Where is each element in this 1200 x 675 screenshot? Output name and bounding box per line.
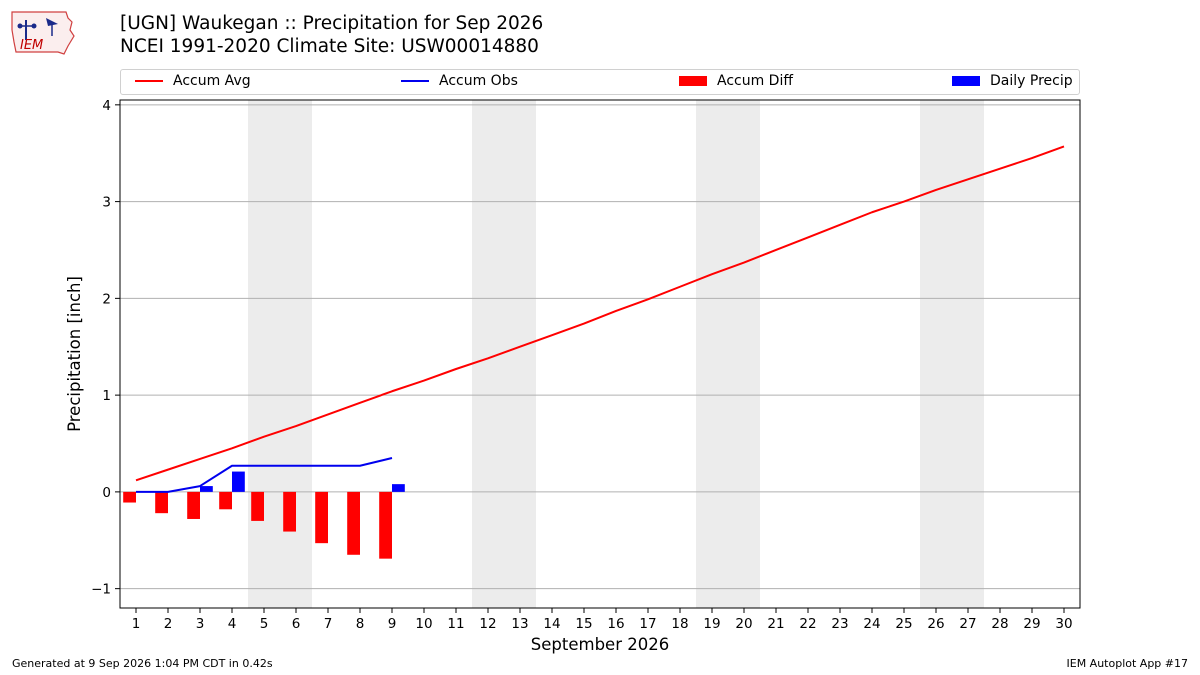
accum-diff-bar (283, 491, 296, 532)
x-tick-label: 4 (228, 616, 237, 632)
x-tick-label: 13 (511, 616, 528, 632)
legend-swatch-accum-avg (135, 80, 163, 82)
legend-item-accum-diff: Accum Diff (679, 73, 793, 89)
x-tick-label: 6 (292, 616, 301, 632)
y-tick-label: −1 (91, 582, 111, 598)
x-tick-label: 10 (415, 616, 432, 632)
accum-avg-line (135, 145, 1065, 482)
accum-diff-bar (187, 491, 200, 519)
x-tick-label: 18 (671, 616, 688, 632)
x-tick-label: 28 (991, 616, 1008, 632)
legend-item-accum-avg: Accum Avg (135, 73, 251, 89)
daily-precip-bar (392, 484, 405, 492)
x-tick-label: 16 (607, 616, 624, 632)
legend-swatch-accum-obs (401, 80, 429, 82)
plot-frame (119, 99, 1081, 609)
x-tick-label: 21 (767, 616, 784, 632)
accum-diff-bar (219, 491, 232, 510)
x-tick-label: 5 (260, 616, 269, 632)
legend-label-daily-precip: Daily Precip (990, 73, 1073, 89)
y-axis-label: Precipitation [inch] (65, 276, 84, 432)
x-tick-label: 3 (196, 616, 205, 632)
x-tick-label: 7 (324, 616, 333, 632)
accum-diff-bar (347, 491, 360, 555)
x-tick-label: 8 (356, 616, 365, 632)
y-tick-label: 4 (102, 98, 111, 114)
x-tick-label: 2 (164, 616, 173, 632)
x-tick-label: 25 (895, 616, 912, 632)
y-tick-label: 1 (102, 388, 111, 404)
logo-text: IEM (20, 38, 43, 53)
legend-label-accum-avg: Accum Avg (173, 73, 251, 89)
accum-diff-bar (251, 491, 264, 521)
weekend-band (696, 100, 760, 608)
x-tick-label: 9 (388, 616, 397, 632)
weekend-band (472, 100, 536, 608)
legend-swatch-accum-diff (679, 76, 707, 86)
x-tick-label: 22 (799, 616, 816, 632)
x-tick-label: 11 (447, 616, 464, 632)
x-tick-label: 23 (831, 616, 848, 632)
x-tick-label: 20 (735, 616, 752, 632)
x-tick-label: 26 (927, 616, 944, 632)
x-tick-label: 12 (479, 616, 496, 632)
accum-diff-bar (155, 491, 168, 514)
legend-swatch-daily-precip (952, 76, 980, 86)
x-tick-label: 14 (543, 616, 560, 632)
title-line-1: [UGN] Waukegan :: Precipitation for Sep … (120, 13, 544, 34)
x-axis-label: September 2026 (531, 635, 669, 654)
accum-obs-line (136, 457, 393, 493)
daily-precip-bar (232, 471, 245, 492)
legend-item-daily-precip: Daily Precip (952, 73, 1073, 89)
weekend-band (248, 100, 312, 608)
x-tick-label: 27 (959, 616, 976, 632)
legend-item-accum-obs: Accum Obs (401, 73, 518, 89)
iem-logo: IEM (11, 11, 75, 55)
legend: Accum Avg Accum Obs Accum Diff Daily Pre… (120, 69, 1080, 95)
legend-label-accum-diff: Accum Diff (717, 73, 794, 89)
legend-label-accum-obs: Accum Obs (439, 73, 518, 89)
generated-timestamp: Generated at 9 Sep 2026 1:04 PM CDT in 0… (12, 657, 273, 670)
chart-title: [UGN] Waukegan :: Precipitation for Sep … (120, 12, 543, 58)
x-tick-label: 1 (132, 616, 141, 632)
autoplot-app-label: IEM Autoplot App #17 (1066, 657, 1189, 670)
x-tick-label: 29 (1023, 616, 1040, 632)
accum-diff-bar (315, 491, 328, 544)
title-line-2: NCEI 1991-2020 Climate Site: USW00014880 (120, 36, 539, 57)
x-tick-label: 19 (703, 616, 720, 632)
x-tick-label: 15 (575, 616, 592, 632)
y-tick-label: 0 (102, 485, 111, 501)
accum-diff-bar (123, 491, 136, 503)
y-tick-label: 2 (102, 291, 111, 307)
x-tick-label: 30 (1055, 616, 1072, 632)
x-tick-label: 24 (863, 616, 880, 632)
x-tick-label: 17 (639, 616, 656, 632)
daily-precip-bar (200, 486, 213, 492)
y-tick-label: 3 (102, 195, 111, 211)
accum-diff-bar (379, 491, 392, 559)
